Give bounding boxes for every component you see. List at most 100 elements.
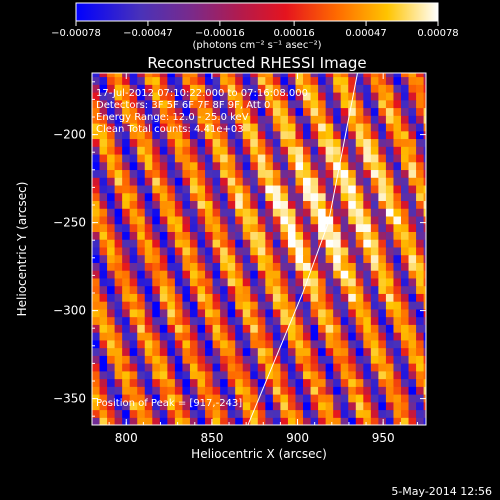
heatmap-cell — [325, 324, 334, 333]
heatmap-cell — [235, 246, 244, 256]
heatmap-cell — [137, 138, 146, 147]
heatmap-cell — [295, 99, 304, 109]
heatmap-cell — [325, 254, 334, 263]
heatmap-cell — [363, 270, 372, 279]
heatmap-cell — [423, 355, 426, 364]
heatmap-cell — [303, 355, 312, 364]
heatmap-cell — [174, 386, 184, 395]
heatmap-cell — [385, 386, 395, 395]
heatmap-cell — [333, 99, 342, 109]
heatmap-cell — [385, 254, 395, 263]
heatmap-cell — [310, 192, 319, 202]
heatmap-cell — [182, 107, 191, 116]
heatmap-cell — [265, 409, 274, 418]
heatmap-cell — [416, 370, 425, 380]
heatmap-cell — [182, 92, 191, 101]
heatmap-cell — [152, 254, 161, 263]
heatmap-cell — [205, 200, 214, 209]
heatmap-cell — [235, 84, 244, 93]
heatmap-cell — [137, 208, 146, 217]
heatmap-cell — [423, 138, 426, 147]
heatmap-cell — [250, 239, 259, 248]
heatmap-cell — [348, 146, 357, 155]
heatmap-cell — [242, 293, 251, 302]
heatmap-cell — [257, 355, 266, 364]
heatmap-cell — [370, 316, 379, 325]
heatmap-cell — [370, 99, 379, 109]
heatmap-cell — [385, 409, 395, 418]
heatmap-cell — [272, 73, 282, 78]
heatmap-cell — [152, 417, 161, 425]
heatmap-cell — [220, 169, 229, 178]
heatmap-cell — [227, 107, 236, 116]
heatmap-cell — [280, 394, 289, 403]
heatmap-cell — [205, 184, 214, 194]
heatmap-cell — [400, 153, 410, 163]
heatmap-cell — [144, 192, 153, 202]
heatmap-cell — [310, 308, 319, 318]
heatmap-cell — [212, 161, 221, 171]
heatmap-cell — [287, 332, 297, 341]
heatmap-cell — [167, 76, 176, 85]
heatmap-cell — [129, 332, 138, 341]
heatmap-cell — [408, 115, 417, 124]
heatmap-cell — [152, 339, 161, 349]
heatmap-cell — [257, 92, 266, 101]
colorbar-ticks: −0.00078 −0.00047 −0.00016 0.00016 0.00047 0.… — [51, 21, 459, 39]
heatmap-cell — [174, 339, 184, 349]
heatmap-cell — [144, 223, 153, 232]
heatmap-cell — [272, 107, 282, 116]
heatmap-cell — [423, 208, 426, 217]
heatmap-cell — [107, 339, 116, 349]
heatmap-cell — [235, 73, 244, 78]
heatmap-cell — [310, 355, 319, 364]
heatmap-cell — [310, 208, 319, 217]
heatmap-cell — [189, 146, 199, 155]
heatmap-cell — [227, 332, 236, 341]
heatmap-cell — [122, 270, 131, 279]
heatmap-cell — [318, 332, 327, 341]
heatmap-cell — [227, 277, 236, 287]
heatmap-cell — [197, 347, 206, 356]
heatmap-cell — [393, 84, 402, 93]
heatmap-cell — [159, 161, 168, 171]
heatmap-cell — [174, 409, 184, 418]
heatmap-cell — [295, 277, 304, 287]
heatmap-cell — [303, 262, 312, 271]
heatmap-cell — [272, 378, 282, 387]
heatmap-cell — [416, 239, 425, 248]
heatmap-cell — [212, 208, 221, 217]
heatmap-cell — [114, 386, 123, 395]
heatmap-cell — [340, 394, 349, 403]
heatmap-cell — [318, 169, 327, 178]
heatmap-cell — [114, 316, 123, 325]
heatmap-cell — [257, 370, 266, 380]
heatmap-cell — [152, 115, 161, 124]
heatmap-cell — [408, 122, 417, 132]
heatmap-cell — [363, 262, 372, 271]
heatmap-cell — [310, 262, 319, 271]
heatmap-cell — [370, 84, 379, 93]
heatmap-cell — [99, 130, 108, 140]
heatmap-cell — [189, 308, 199, 318]
annotation-peak-position: Position of Peak = [917,-243] — [96, 398, 242, 409]
heatmap-cell — [257, 76, 266, 85]
heatmap-cell — [295, 293, 304, 302]
heatmap-cell — [144, 107, 153, 116]
heatmap-cell — [318, 84, 327, 93]
heatmap-cell — [152, 316, 161, 325]
heatmap-cell — [355, 386, 364, 395]
heatmap-cell — [265, 115, 274, 124]
heatmap-cell — [363, 355, 372, 364]
heatmap-cell — [174, 308, 184, 318]
heatmap-cell — [159, 355, 168, 364]
heatmap-cell — [385, 146, 395, 155]
heatmap-cell — [325, 239, 334, 248]
heatmap-cell — [393, 363, 402, 372]
heatmap-cell — [242, 231, 251, 240]
heatmap-cell — [378, 115, 387, 124]
heatmap-cell — [272, 169, 282, 178]
heatmap-cell — [144, 177, 153, 186]
heatmap-cell — [114, 347, 123, 356]
heatmap-cell — [220, 339, 229, 349]
